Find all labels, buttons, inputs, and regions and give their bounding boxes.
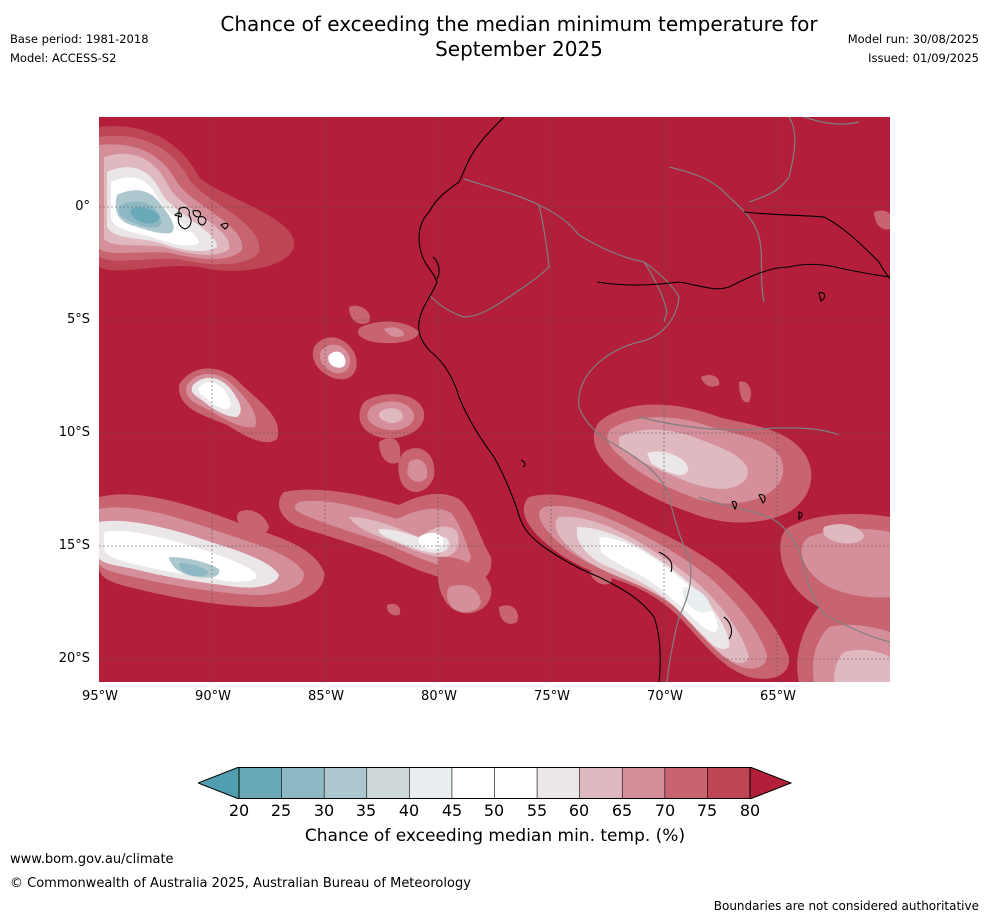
patch-10s-82w [359,394,435,493]
footer-url: www.bom.gov.au/climate [10,852,174,867]
map-title-line2: September 2025 [435,37,603,61]
lat-label-20s: 20°S [58,651,90,666]
map-title-line1: Chance of exceeding the median minimum t… [220,12,818,36]
map-svg [99,117,890,682]
colorbar-tick-75: 75 [696,801,718,820]
colorbar-title: Chance of exceeding median min. temp. (%… [304,826,686,846]
meta-right: Model run: 30/08/2025 Issued: 01/09/2025 [848,30,979,68]
colorbar-tick-35: 35 [355,801,377,820]
meta-left: Base period: 1981-2018 Model: ACCESS-S2 [10,30,149,68]
issued-text: Issued: 01/09/2025 [868,51,979,65]
map-panel [99,117,890,682]
colorbar-cell-30 [323,767,368,799]
colorbar-tick-80: 80 [739,801,761,820]
colorbar-cell-75 [707,767,751,799]
lat-label-0: 0° [75,199,90,214]
lon-label-80w: 80°W [421,689,457,704]
colorbar-cell-45 [451,767,496,799]
lon-label-75w: 75°W [534,689,570,704]
colorbar-cell-55 [536,767,581,799]
colorbar-under-arrow [198,767,240,799]
colorbar-tick-30: 30 [313,801,335,820]
patch-16s-90w [99,494,325,607]
lon-label-85w: 85°W [308,689,344,704]
patch-7s-84w [312,305,419,380]
colorbar-tick-20: 20 [228,801,250,820]
footer-copyright: © Commonwealth of Australia 2025, Austra… [10,876,471,891]
lon-label-70w: 70°W [647,689,683,704]
colorbar-tick-65: 65 [611,801,633,820]
colorbar-cell-70 [664,767,709,799]
colorbar-tick-25: 25 [270,801,292,820]
patch-galapagos [99,126,295,271]
colorbar-tick-70: 70 [654,801,676,820]
colorbar-tick-45: 45 [441,801,463,820]
colorbar-cells [238,767,751,799]
lat-label-5s: 5°S [66,312,90,327]
patch-8s-89w [178,368,279,443]
colorbar-cell-35 [366,767,410,799]
lon-label-90w: 90°W [195,689,231,704]
colorbar-tick-50: 50 [483,801,505,820]
model-run-text: Model run: 30/08/2025 [847,32,979,46]
map-title: Chance of exceeding the median minimum t… [0,12,988,62]
colorbar-frame [238,767,751,799]
country-borders [428,117,890,682]
colorbar-cell-20 [238,767,283,799]
colorbar-tick-60: 60 [568,801,590,820]
colorbar-tick-55: 55 [526,801,548,820]
colorbar-cell-40 [409,767,453,799]
base-period-text: Base period: 1981-2018 [10,32,149,46]
lon-label-95w: 95°W [82,689,118,704]
footer-disclaimer: Boundaries are not considered authoritat… [713,899,979,913]
model-text: Model: ACCESS-S2 [10,51,117,65]
coastlines [173,117,890,682]
colorbar [198,767,792,799]
colorbar-cell-65 [621,767,666,799]
lon-label-65w: 65°W [760,689,796,704]
colorbar-cell-25 [281,767,325,799]
colorbar-svg [198,767,792,799]
colorbar-cell-50 [494,767,538,799]
lat-label-15s: 15°S [58,538,90,553]
colorbar-tick-40: 40 [398,801,420,820]
lat-label-10s: 10°S [58,425,90,440]
colorbar-cell-60 [579,767,623,799]
patch-11s-69w [593,374,812,523]
patch-southern-peru [523,494,790,679]
colorbar-over-arrow [749,767,792,799]
